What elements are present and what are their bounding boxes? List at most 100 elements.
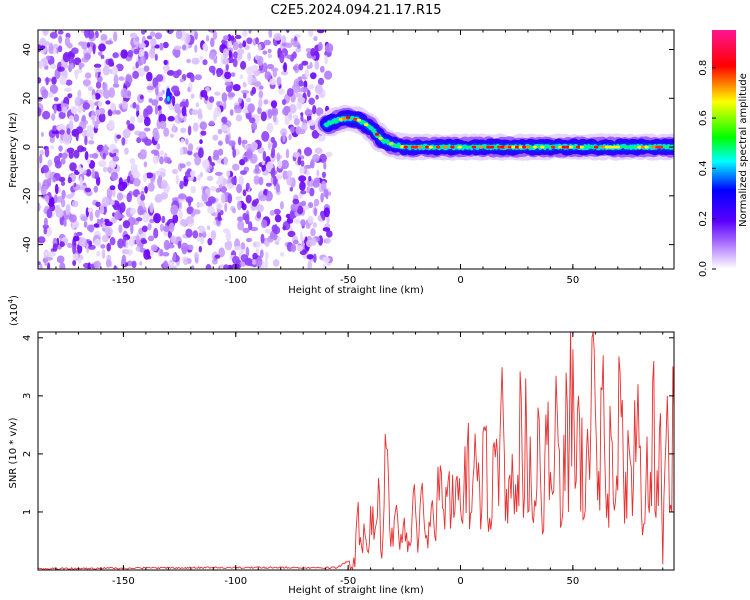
spectrogram-noise-blob [196, 202, 205, 208]
spectrogram-noise-blob [300, 160, 305, 167]
spectrogram-noise-blob [86, 243, 90, 254]
spectrogram-noise-blob [264, 71, 272, 80]
spectrogram-noise-blob [238, 43, 244, 49]
spectrogram-noise-blob [52, 243, 58, 252]
spectrogram-noise-blob [158, 167, 167, 174]
spectrogram-noise-blob [206, 225, 211, 231]
spectrogram-noise-blob [194, 74, 202, 81]
spectrogram-ridge-peak [378, 136, 383, 140]
spectrogram-noise-blob [307, 260, 312, 269]
spectrogram-noise-blob [58, 145, 63, 152]
spectrogram-noise-blob [77, 89, 82, 99]
spectrogram-noise-blob [43, 251, 50, 256]
spectrogram-noise-blob [71, 200, 79, 207]
spectrogram-noise-blob [94, 92, 101, 100]
snr-y-tick-label: 2 [22, 451, 33, 457]
spectrogram-noise-blob [105, 40, 114, 45]
spectrogram-noise-blob [183, 178, 189, 187]
spectrogram-noise-blob [195, 102, 199, 108]
spectrogram-noise-blob [243, 92, 247, 99]
spectrogram-noise-blob [94, 209, 100, 218]
spectrogram-noise-blob [63, 219, 67, 227]
spectrogram-noise-blob [272, 113, 277, 123]
spectrogram-noise-blob [237, 48, 245, 55]
spectrogram-ridge-peak [363, 123, 369, 127]
spectrogram-noise-blob [110, 217, 117, 224]
spectrogram-noise-blob [134, 36, 140, 42]
spectrogram-noise-blob [227, 40, 233, 50]
spectrogram-noise-blob [292, 65, 298, 71]
spectrogram-noise-blob [308, 175, 312, 182]
spectrogram-noise-blob [324, 70, 333, 80]
spectrogram-noise-blob [113, 265, 117, 269]
spectrogram-noise-blob [226, 183, 234, 189]
spectrogram-noise-blob [156, 143, 161, 150]
spectrogram-noise-blob [248, 30, 252, 34]
spectrogram-noise-blob [221, 39, 226, 45]
spectrogram-noise-blob [313, 36, 318, 42]
spectrogram-noise-blob [269, 234, 274, 240]
spectrogram-noise-blob [187, 125, 192, 136]
spectrogram-noise-blob [197, 174, 201, 182]
spectrogram-noise-blob [282, 170, 288, 180]
snr-x-tick-label: -150 [112, 576, 135, 587]
spectrogram-noise-blob [132, 70, 140, 79]
spectrogram-noise-blob [270, 167, 276, 178]
spectrogram-noise-blob [208, 120, 215, 126]
spectrogram-ridge-peak [532, 145, 538, 149]
spectrogram-ridge-peak [644, 145, 649, 149]
spectrogram-noise-blob [232, 255, 240, 265]
spectrogram-noise-blob [102, 152, 106, 159]
spectrogram-noise-blob [260, 233, 265, 244]
spectrogram-noise-blob [298, 128, 306, 135]
spectrogram-noise-blob [264, 228, 272, 234]
spectrogram-noise-blob [55, 208, 64, 218]
spectrogram-noise-blob [167, 115, 175, 122]
spectrogram-noise-blob [320, 192, 324, 203]
spectrogram-noise-blob [77, 105, 83, 114]
spectrogram-x-ticks: -150 -100 -50 0 50 [55, 30, 664, 286]
spectrogram-noise-blob [274, 223, 278, 234]
spectrogram-noise-blob [258, 194, 267, 202]
spectrogram-noise-blob [300, 219, 306, 227]
spectrogram-noise-blob [84, 52, 91, 60]
spectrogram-noise-blob [249, 117, 256, 124]
spectrogram-noise-blob [114, 110, 121, 115]
spectrogram-noise-blob [117, 238, 124, 249]
spectrogram-x-tick-label: -150 [112, 275, 135, 286]
spectrogram-noise-blob [136, 217, 143, 222]
spectrogram-noise-blob [282, 225, 287, 231]
spectrogram-noise-blob [129, 32, 137, 38]
spectrogram-noise-blob [312, 154, 320, 162]
spectrogram-noise-blob [225, 134, 230, 145]
spectrogram-noise-blob [74, 221, 80, 229]
spectrogram-noise-blob [41, 89, 49, 99]
spectrogram-noise-blob [101, 196, 110, 207]
spectrogram-noise-blob [322, 227, 331, 232]
spectrogram-noise-blob [87, 158, 91, 165]
spectrogram-noise-blob [212, 154, 220, 161]
spectrogram-noise-blob [198, 147, 204, 159]
spectrogram-noise-blob [228, 140, 236, 147]
spectrogram-noise-blob [78, 62, 85, 68]
spectrogram-noise-blob [290, 203, 299, 212]
spectrogram-noise-blob [59, 241, 65, 248]
spectrogram-noise-blob [318, 41, 323, 51]
spectrogram-noise-blob [51, 130, 59, 135]
spectrogram-noise-blob [300, 115, 304, 122]
spectrogram-noise-blob [133, 48, 140, 55]
spectrogram-noise-blob [283, 106, 289, 116]
spectrogram-noise-blob [66, 127, 71, 135]
spectrogram-panel: -150 -100 -50 0 50 -40 -20 0 20 40 Height of str… [8, 29, 675, 296]
spectrogram-noise-blob [237, 200, 242, 211]
spectrogram-noise-blob [214, 254, 221, 259]
spectrogram-ridge-peak [338, 117, 344, 121]
spectrogram-ridge-peak [601, 145, 606, 149]
spectrogram-ridge-peak [414, 145, 419, 149]
spectrogram-ridge-peak [561, 145, 567, 149]
spectrogram-noise-blob [38, 60, 43, 70]
spectrogram-noise-blob [50, 145, 54, 150]
spectrogram-noise-blob [224, 81, 232, 87]
spectrogram-noise-blob [61, 189, 66, 199]
